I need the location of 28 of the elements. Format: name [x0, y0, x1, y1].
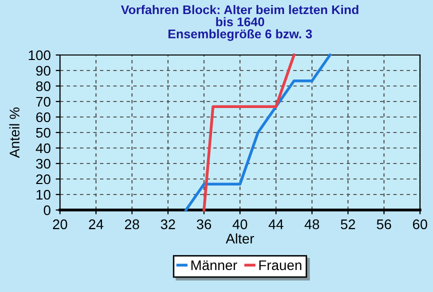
y-tick-label: 100: [28, 50, 50, 60]
x-tick-label: 44: [268, 220, 284, 230]
x-tick-label: 48: [304, 219, 320, 230]
y-axis-title: Anteil %: [9, 108, 20, 158]
x-tick-label: 56: [376, 219, 392, 230]
x-tick-label: 36: [196, 219, 212, 230]
x-tick-label: 40: [232, 219, 248, 230]
x-tick-label: 28: [124, 219, 140, 230]
x-axis-title: Alter: [226, 233, 254, 244]
y-tick-label: 20: [36, 174, 50, 184]
legend-label: Frauen: [259, 260, 302, 270]
y-tick-label: 10: [36, 190, 50, 200]
x-tick-label: 60: [412, 219, 428, 230]
y-tick-label: 0: [44, 205, 50, 216]
x-tick-label: 32: [160, 219, 176, 230]
y-tick-label: 60: [36, 112, 50, 122]
y-tick-label: 80: [36, 81, 50, 92]
y-tick-label: 30: [36, 158, 50, 169]
line-series: [184, 54, 332, 212]
y-tick-label: 90: [36, 66, 50, 76]
x-tick-label: 24: [88, 219, 104, 230]
legend-label: Männer: [191, 260, 238, 270]
y-tick-label: 50: [36, 128, 50, 138]
y-tick-label: 70: [36, 96, 50, 107]
x-tick-label: 20: [52, 219, 68, 230]
x-tick-label: 52: [340, 219, 356, 230]
chart-title: Vorfahren Block: Alter beim letzten Kind bis 1640 Ensemblegröße 6 bzw. 3: [120, 5, 358, 41]
y-tick-label: 40: [36, 143, 50, 154]
